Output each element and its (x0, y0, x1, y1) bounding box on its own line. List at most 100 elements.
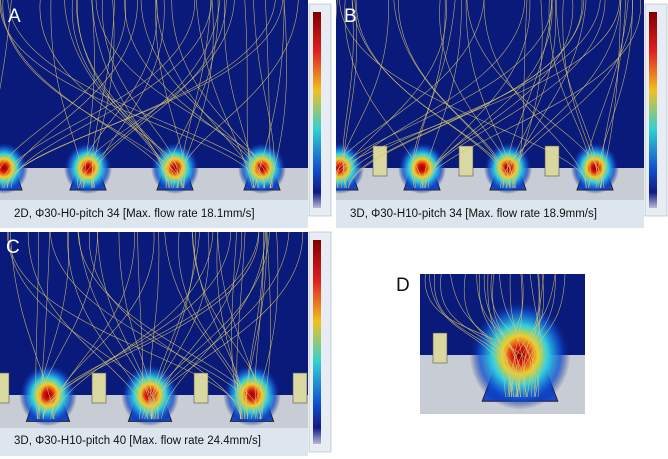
streamline (259, 232, 271, 420)
streamline (508, 274, 545, 398)
hotspot (19, 363, 77, 427)
streamline (466, 0, 602, 189)
pillar (432, 332, 448, 364)
streamline (76, 0, 183, 189)
simulation-panel (0, 232, 308, 428)
streamline (38, 232, 51, 420)
streamline (515, 274, 566, 398)
streamline (171, 0, 272, 189)
streamline (411, 0, 456, 189)
streamline (152, 232, 290, 420)
streamline (72, 0, 175, 189)
streamline (344, 0, 601, 189)
streamline (513, 0, 528, 189)
pillar (458, 145, 474, 177)
streamline (265, 0, 272, 189)
streamline (341, 0, 526, 189)
streamline (37, 232, 99, 420)
streamline (355, 0, 512, 189)
streamline (342, 0, 354, 189)
streamline (39, 0, 184, 189)
streamline (336, 0, 447, 189)
streamline (244, 0, 255, 189)
streamline (223, 0, 254, 189)
streamline (83, 0, 95, 189)
streamline (555, 0, 598, 189)
streamline (9, 232, 55, 420)
streamline (336, 0, 552, 173)
streamline (176, 0, 214, 189)
streamline (597, 0, 633, 189)
streamline (92, 0, 165, 189)
streamline (157, 232, 242, 420)
streamline (509, 0, 633, 189)
panel-letter: B (344, 6, 357, 27)
streamline (246, 232, 265, 420)
streamline (124, 0, 264, 189)
streamline (77, 0, 235, 189)
streamline (269, 0, 287, 189)
streamline (38, 232, 69, 420)
streamline (253, 0, 275, 189)
panel-letter: D (396, 275, 410, 296)
streamline (161, 232, 267, 420)
streamline (92, 0, 227, 189)
streamline (343, 0, 358, 189)
streamline (50, 232, 136, 420)
streamline (2, 0, 196, 189)
streamline (42, 232, 260, 420)
streamline (164, 232, 245, 420)
streamline (195, 0, 253, 189)
streamline (137, 232, 144, 420)
hotspot (223, 363, 281, 427)
simulation-panel (0, 0, 308, 200)
streamline (500, 0, 622, 189)
caption-bg (336, 200, 644, 228)
streamline (191, 232, 264, 420)
streamline (155, 0, 260, 189)
pillar (193, 372, 209, 404)
streamline (66, 232, 152, 420)
panel-caption: 3D, Φ30-H10-pitch 40 [Max. flow rate 24.… (14, 435, 261, 447)
streamline (348, 0, 585, 189)
colorbar (649, 12, 657, 208)
streamline (517, 274, 556, 398)
streamline (43, 232, 260, 420)
pillar (0, 372, 10, 404)
streamline (532, 274, 545, 398)
hotspot (64, 142, 112, 194)
streamline (6, 0, 138, 189)
streamline (499, 274, 533, 398)
caption-bg (0, 428, 308, 456)
panel-caption: 2D, Φ30-H0-pitch 34 [Max. flow rate 18.1… (14, 208, 255, 220)
streamline (0, 0, 126, 170)
streamline (91, 0, 170, 189)
streamline (423, 0, 553, 189)
streamline (478, 274, 511, 398)
streamline (439, 0, 516, 189)
streamline (118, 232, 157, 420)
colorbar (313, 12, 321, 208)
pillar (544, 145, 560, 177)
streamline (585, 0, 629, 189)
streamline (509, 274, 525, 398)
streamline (35, 232, 39, 420)
streamline (52, 232, 155, 420)
streamline (450, 274, 514, 398)
streamline (511, 274, 523, 398)
streamline (529, 274, 542, 398)
caption-bg (0, 200, 308, 228)
pillar (91, 372, 107, 404)
streamline (64, 0, 167, 189)
streamline (503, 274, 524, 398)
streamline (336, 0, 389, 186)
streamline (178, 0, 299, 189)
streamline (90, 0, 115, 189)
simulation-panel (336, 0, 644, 200)
hotspot (121, 363, 179, 427)
streamline (2, 0, 185, 189)
streamline (42, 232, 232, 420)
hotspot (238, 142, 286, 194)
streamline (421, 0, 462, 189)
